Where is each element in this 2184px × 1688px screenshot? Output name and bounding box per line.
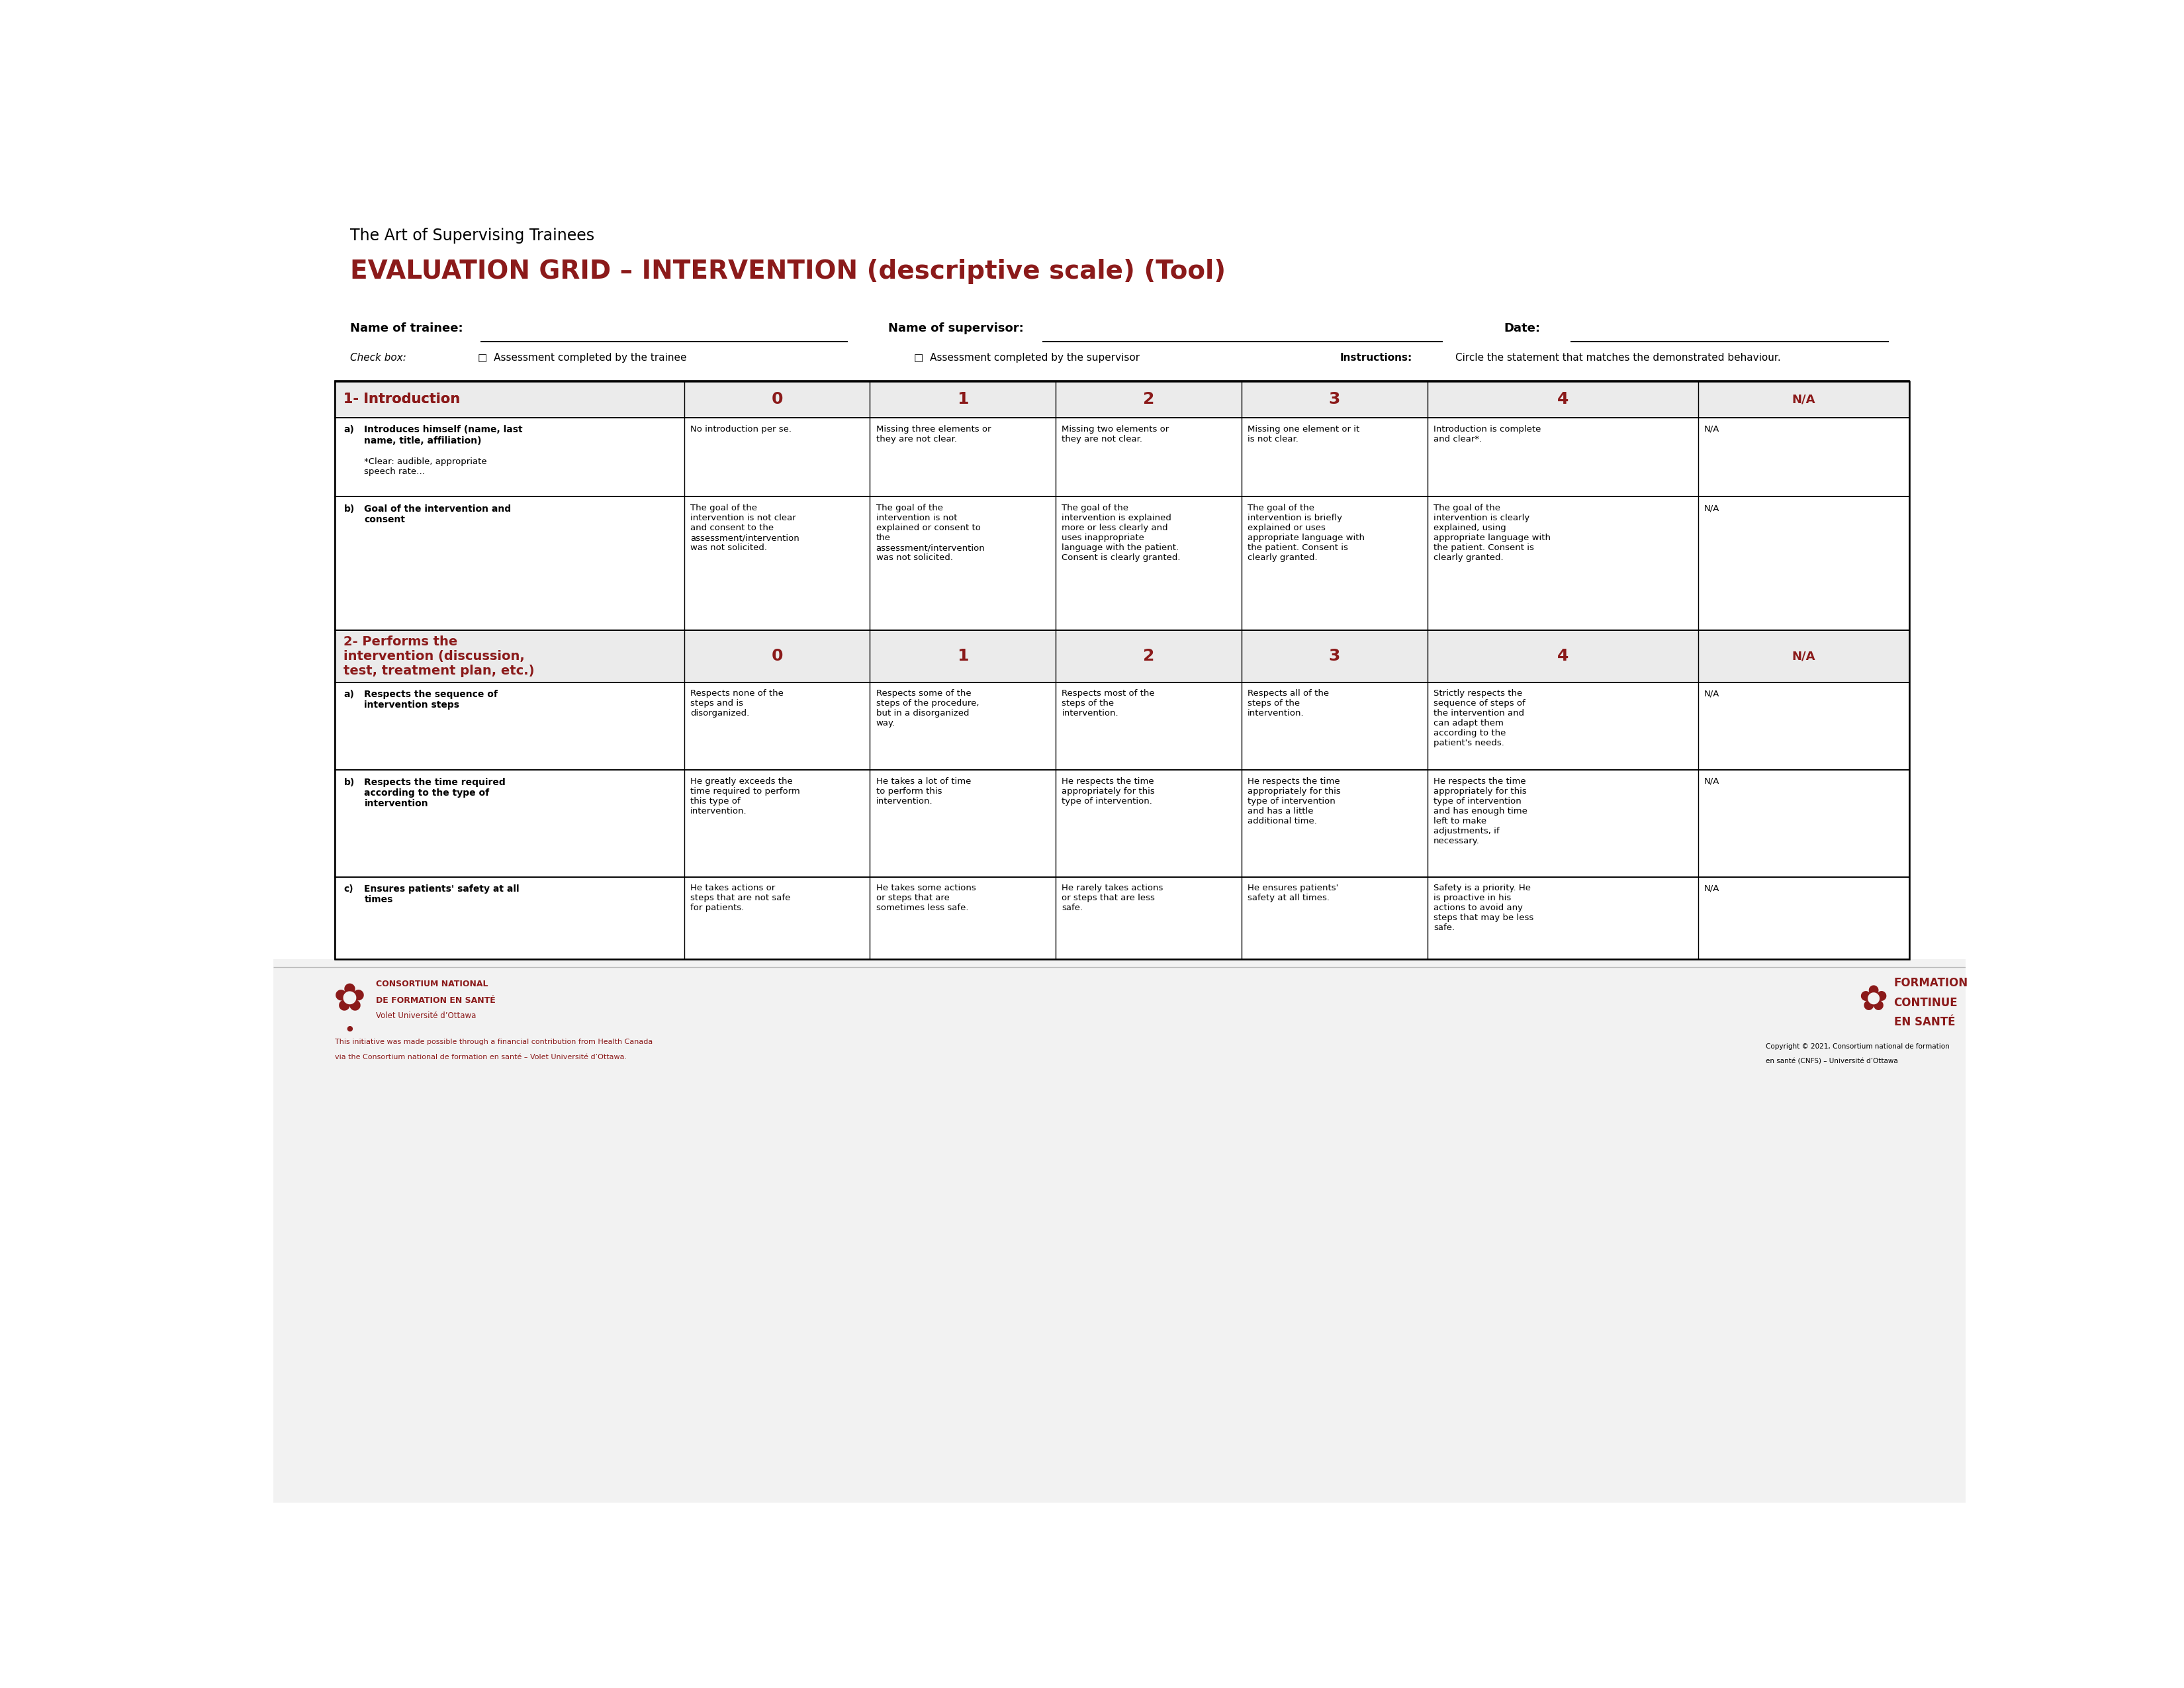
Bar bbox=[334, 417, 1909, 496]
Bar bbox=[334, 381, 1909, 417]
Text: Respects some of the
steps of the procedure,
but in a disorganized
way.: Respects some of the steps of the proced… bbox=[876, 689, 978, 728]
Text: b): b) bbox=[343, 505, 354, 513]
Bar bbox=[334, 381, 1909, 959]
Text: 4: 4 bbox=[1557, 392, 1568, 407]
Text: CONTINUE: CONTINUE bbox=[1894, 996, 1957, 1009]
Text: ✿: ✿ bbox=[1859, 982, 1887, 1018]
Text: The goal of the
intervention is explained
more or less clearly and
uses inapprop: The goal of the intervention is explaine… bbox=[1061, 503, 1182, 562]
Text: The goal of the
intervention is briefly
explained or uses
appropriate language w: The goal of the intervention is briefly … bbox=[1247, 503, 1365, 562]
Text: Introduces himself (name, last
name, title, affiliation): Introduces himself (name, last name, tit… bbox=[365, 425, 522, 446]
Text: He respects the time
appropriately for this
type of intervention
and has enough : He respects the time appropriately for t… bbox=[1433, 776, 1527, 846]
Text: FORMATION: FORMATION bbox=[1894, 977, 1968, 989]
Text: He takes some actions
or steps that are
sometimes less safe.: He takes some actions or steps that are … bbox=[876, 885, 976, 913]
Text: N/A: N/A bbox=[1704, 885, 1719, 893]
Text: CONSORTIUM NATIONAL: CONSORTIUM NATIONAL bbox=[376, 979, 487, 989]
Text: Circle the statement that matches the demonstrated behaviour.: Circle the statement that matches the de… bbox=[1455, 353, 1780, 363]
Text: Ensures patients' safety at all
times: Ensures patients' safety at all times bbox=[365, 885, 520, 905]
Text: N/A: N/A bbox=[1791, 650, 1815, 662]
Text: 0: 0 bbox=[771, 392, 782, 407]
Text: Copyright © 2021, Consortium national de formation: Copyright © 2021, Consortium national de… bbox=[1765, 1043, 1950, 1050]
Text: Missing one element or it
is not clear.: Missing one element or it is not clear. bbox=[1247, 425, 1361, 444]
Text: Respects none of the
steps and is
disorganized.: Respects none of the steps and is disorg… bbox=[690, 689, 784, 717]
Text: Missing two elements or
they are not clear.: Missing two elements or they are not cle… bbox=[1061, 425, 1168, 444]
Text: 3: 3 bbox=[1328, 392, 1341, 407]
Text: N/A: N/A bbox=[1704, 503, 1719, 513]
Text: 2: 2 bbox=[1142, 648, 1155, 663]
Text: a): a) bbox=[343, 425, 354, 434]
Text: No introduction per se.: No introduction per se. bbox=[690, 425, 791, 434]
Text: N/A: N/A bbox=[1704, 776, 1719, 785]
Text: The Art of Supervising Trainees: The Art of Supervising Trainees bbox=[349, 228, 594, 245]
Text: He takes actions or
steps that are not safe
for patients.: He takes actions or steps that are not s… bbox=[690, 885, 791, 913]
Text: He respects the time
appropriately for this
type of intervention.: He respects the time appropriately for t… bbox=[1061, 776, 1155, 805]
Bar bbox=[334, 876, 1909, 959]
Text: Respects the sequence of
intervention steps: Respects the sequence of intervention st… bbox=[365, 690, 498, 711]
Text: en santé (CNFS) – Université d’Ottawa: en santé (CNFS) – Université d’Ottawa bbox=[1765, 1058, 1898, 1065]
Text: Volet Université d’Ottawa: Volet Université d’Ottawa bbox=[376, 1011, 476, 1020]
Text: Name of supervisor:: Name of supervisor: bbox=[889, 322, 1024, 334]
Text: Respects most of the
steps of the
intervention.: Respects most of the steps of the interv… bbox=[1061, 689, 1155, 717]
Text: *Clear: audible, appropriate
speech rate…: *Clear: audible, appropriate speech rate… bbox=[365, 457, 487, 476]
Bar bbox=[334, 682, 1909, 770]
Bar bbox=[334, 417, 1909, 496]
Text: 0: 0 bbox=[771, 648, 782, 663]
Text: c): c) bbox=[343, 885, 354, 895]
Text: Name of trainee:: Name of trainee: bbox=[349, 322, 463, 334]
Text: 3: 3 bbox=[1328, 648, 1341, 663]
Text: ✿: ✿ bbox=[334, 981, 367, 1020]
Bar bbox=[334, 630, 1909, 682]
Text: N/A: N/A bbox=[1704, 689, 1719, 697]
Text: Strictly respects the
sequence of steps of
the intervention and
can adapt them
a: Strictly respects the sequence of steps … bbox=[1433, 689, 1524, 748]
Text: He rarely takes actions
or steps that are less
safe.: He rarely takes actions or steps that ar… bbox=[1061, 885, 1164, 913]
Bar bbox=[334, 496, 1909, 630]
Bar bbox=[334, 876, 1909, 959]
Text: N/A: N/A bbox=[1704, 425, 1719, 434]
Text: ●: ● bbox=[347, 1025, 354, 1031]
Text: DE FORMATION EN SANTÉ: DE FORMATION EN SANTÉ bbox=[376, 996, 496, 1004]
Text: Safety is a priority. He
is proactive in his
actions to avoid any
steps that may: Safety is a priority. He is proactive in… bbox=[1433, 885, 1533, 932]
Text: EN SANTÉ: EN SANTÉ bbox=[1894, 1016, 1955, 1028]
Text: Introduction is complete
and clear*.: Introduction is complete and clear*. bbox=[1433, 425, 1542, 444]
Text: He ensures patients'
safety at all times.: He ensures patients' safety at all times… bbox=[1247, 885, 1339, 903]
Text: Goal of the intervention and
consent: Goal of the intervention and consent bbox=[365, 505, 511, 525]
Text: Missing three elements or
they are not clear.: Missing three elements or they are not c… bbox=[876, 425, 992, 444]
Text: N/A: N/A bbox=[1791, 393, 1815, 405]
Text: 1- Introduction: 1- Introduction bbox=[343, 393, 461, 405]
Text: 1: 1 bbox=[957, 392, 970, 407]
Text: b): b) bbox=[343, 778, 354, 787]
Bar bbox=[334, 381, 1909, 417]
Text: The goal of the
intervention is not
explained or consent to
the
assessment/inter: The goal of the intervention is not expl… bbox=[876, 503, 985, 562]
Text: 4: 4 bbox=[1557, 648, 1568, 663]
Text: This initiative was made possible through a financial contribution from Health C: This initiative was made possible throug… bbox=[334, 1038, 653, 1045]
Bar bbox=[334, 496, 1909, 630]
Bar bbox=[273, 959, 1966, 1528]
Text: □  Assessment completed by the supervisor: □ Assessment completed by the supervisor bbox=[915, 353, 1140, 363]
Bar bbox=[334, 770, 1909, 876]
Bar bbox=[334, 682, 1909, 770]
Text: via the Consortium national de formation en santé – Volet Université d’Ottawa.: via the Consortium national de formation… bbox=[334, 1053, 627, 1060]
Text: Instructions:: Instructions: bbox=[1339, 353, 1413, 363]
Text: 2: 2 bbox=[1142, 392, 1155, 407]
Text: Date:: Date: bbox=[1505, 322, 1540, 334]
Text: Check box:: Check box: bbox=[349, 353, 406, 363]
Text: Respects all of the
steps of the
intervention.: Respects all of the steps of the interve… bbox=[1247, 689, 1330, 717]
Text: 2- Performs the
intervention (discussion,
test, treatment plan, etc.): 2- Performs the intervention (discussion… bbox=[343, 635, 535, 677]
Bar bbox=[334, 770, 1909, 876]
Text: 1- Introduction: 1- Introduction bbox=[343, 393, 461, 405]
Text: 1: 1 bbox=[957, 648, 970, 663]
Text: EVALUATION GRID – INTERVENTION (descriptive scale) (Tool): EVALUATION GRID – INTERVENTION (descript… bbox=[349, 258, 1225, 284]
Text: The goal of the
intervention is not clear
and consent to the
assessment/interven: The goal of the intervention is not clea… bbox=[690, 503, 799, 552]
Bar bbox=[334, 630, 1909, 682]
Text: He respects the time
appropriately for this
type of intervention
and has a littl: He respects the time appropriately for t… bbox=[1247, 776, 1341, 825]
Text: He takes a lot of time
to perform this
intervention.: He takes a lot of time to perform this i… bbox=[876, 776, 972, 805]
Text: The goal of the
intervention is clearly
explained, using
appropriate language wi: The goal of the intervention is clearly … bbox=[1433, 503, 1551, 562]
Text: a): a) bbox=[343, 690, 354, 699]
Text: Respects the time required
according to the type of
intervention: Respects the time required according to … bbox=[365, 778, 507, 809]
Text: He greatly exceeds the
time required to perform
this type of
intervention.: He greatly exceeds the time required to … bbox=[690, 776, 799, 815]
Text: □  Assessment completed by the trainee: □ Assessment completed by the trainee bbox=[478, 353, 688, 363]
